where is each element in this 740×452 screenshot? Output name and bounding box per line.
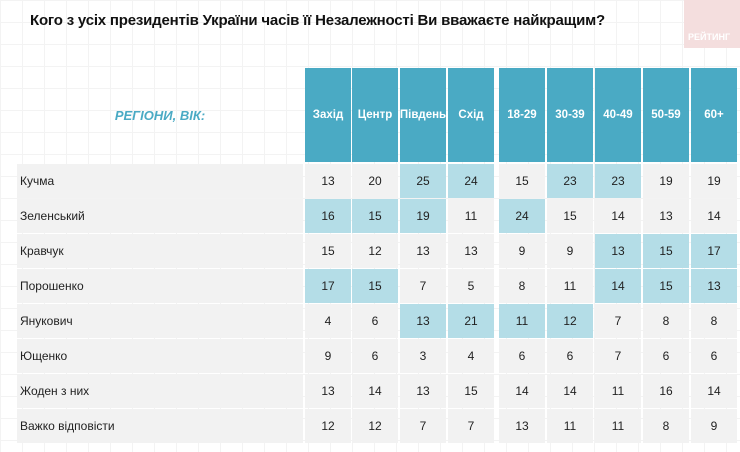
table-cell: 13 [499, 409, 545, 443]
table-cell: 13 [305, 374, 351, 408]
column-header: 18-29 [499, 68, 545, 162]
table-cell: 14 [691, 374, 737, 408]
table-cell: 14 [547, 374, 593, 408]
table-cell: 15 [352, 199, 398, 233]
table-cell: 6 [547, 339, 593, 373]
table-cell: 15 [352, 269, 398, 303]
table-cell: 12 [352, 409, 398, 443]
column-header: Захід [305, 68, 351, 162]
table-cell: 25 [400, 164, 446, 198]
table-cell: 6 [499, 339, 545, 373]
table-cell: 4 [448, 339, 494, 373]
table-cell: 9 [547, 234, 593, 268]
table-cell: 6 [352, 339, 398, 373]
table-cell: 13 [400, 234, 446, 268]
table-cell: 11 [595, 409, 641, 443]
table-cell: 6 [352, 304, 398, 338]
table-cell: 12 [305, 409, 351, 443]
table-cell: 17 [691, 234, 737, 268]
table-cell: 14 [691, 199, 737, 233]
table-cell: 15 [547, 199, 593, 233]
row-label: Жоден з них [17, 374, 303, 408]
table-cell: 14 [595, 199, 641, 233]
table-cell: 14 [595, 269, 641, 303]
row-label: Порошенко [17, 269, 303, 303]
table-cell: 13 [400, 304, 446, 338]
table-cell: 13 [595, 234, 641, 268]
table-cell: 13 [400, 374, 446, 408]
table-cell: 21 [448, 304, 494, 338]
column-header: Центр [352, 68, 398, 162]
table-cell: 19 [643, 164, 689, 198]
table-cell: 13 [643, 199, 689, 233]
table-cell: 14 [352, 374, 398, 408]
table-cell: 11 [448, 199, 494, 233]
table-cell: 13 [691, 269, 737, 303]
column-header: 50-59 [643, 68, 689, 162]
column-header: 30-39 [547, 68, 593, 162]
column-header: Схід [448, 68, 494, 162]
table-cell: 7 [400, 409, 446, 443]
table-cell: 4 [305, 304, 351, 338]
table-cell: 11 [547, 269, 593, 303]
table-cell: 15 [305, 234, 351, 268]
table-cell: 23 [595, 164, 641, 198]
table-cell: 15 [643, 234, 689, 268]
table-cell: 11 [595, 374, 641, 408]
table-cell: 23 [547, 164, 593, 198]
row-label: Янукович [17, 304, 303, 338]
table-cell: 16 [643, 374, 689, 408]
table-cell: 11 [547, 409, 593, 443]
table-cell: 6 [691, 339, 737, 373]
logo-text: РЕЙТИНГ [688, 32, 731, 42]
table-cell: 19 [400, 199, 446, 233]
table-cell: 12 [352, 234, 398, 268]
table-cell: 9 [305, 339, 351, 373]
table-cell: 13 [448, 234, 494, 268]
row-label: Зеленський [17, 199, 303, 233]
table-cell: 7 [400, 269, 446, 303]
table-cell: 8 [643, 409, 689, 443]
table-cell: 13 [305, 164, 351, 198]
table-cell: 15 [643, 269, 689, 303]
table-cell: 9 [499, 234, 545, 268]
row-label: Кучма [17, 164, 303, 198]
table-cell: 16 [305, 199, 351, 233]
row-label: Кравчук [17, 234, 303, 268]
table-cell: 19 [691, 164, 737, 198]
rating-logo: РЕЙТИНГ [684, 0, 740, 48]
column-header: 60+ [691, 68, 737, 162]
column-header: 40-49 [595, 68, 641, 162]
table-cell: 7 [595, 339, 641, 373]
column-header: Південь [400, 68, 446, 162]
page-title: Кого з усіх президентів України часів її… [30, 12, 605, 29]
table-row-header: РЕГІОНИ, ВІК: [114, 107, 206, 123]
table-cell: 8 [643, 304, 689, 338]
table-cell: 12 [547, 304, 593, 338]
table-cell: 24 [499, 199, 545, 233]
table-cell: 9 [691, 409, 737, 443]
table-cell: 6 [643, 339, 689, 373]
table-cell: 20 [352, 164, 398, 198]
table-cell: 24 [448, 164, 494, 198]
row-label: Ющенко [17, 339, 303, 373]
table-cell: 8 [499, 269, 545, 303]
row-label: Важко відповісти [17, 409, 303, 443]
table-cell: 8 [691, 304, 737, 338]
table-cell: 7 [595, 304, 641, 338]
table-cell: 11 [499, 304, 545, 338]
table-cell: 5 [448, 269, 494, 303]
table-cell: 7 [448, 409, 494, 443]
table-cell: 17 [305, 269, 351, 303]
table-cell: 15 [499, 164, 545, 198]
table-cell: 14 [499, 374, 545, 408]
table-cell: 15 [448, 374, 494, 408]
table-cell: 3 [400, 339, 446, 373]
